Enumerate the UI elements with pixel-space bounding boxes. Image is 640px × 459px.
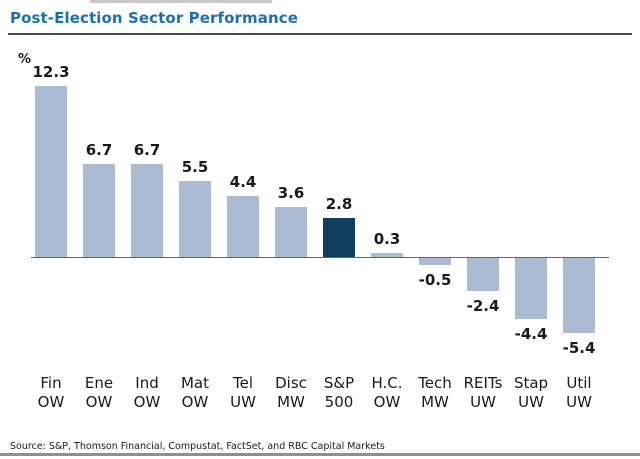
bar-column-util: -5.4: [555, 55, 603, 367]
bar-column-fin: 12.3: [27, 55, 75, 367]
x-axis-label: H.C. OW: [363, 374, 411, 412]
sector-name: Tech: [418, 374, 452, 392]
page-title: Post-Election Sector Performance: [10, 9, 299, 27]
sector-name: Mat: [180, 374, 209, 392]
x-axis-label: Ind OW: [123, 374, 171, 412]
zero-axis-line: [31, 257, 609, 258]
sector-name: Fin: [40, 374, 62, 392]
bar-column-ind: 6.7: [123, 55, 171, 367]
x-axis-label: Stap UW: [507, 374, 555, 412]
x-axis-labels: Fin OW Ene OW Ind OW Mat OW Tel UW Disc MW S&P 500 H.C…: [27, 374, 603, 412]
bar: [35, 86, 67, 257]
sector-weighting: UW: [470, 393, 496, 411]
bar-column-ene: 6.7: [75, 55, 123, 367]
bar-value-label: 6.7: [85, 140, 113, 159]
bar: [419, 258, 451, 265]
bar-column-hc: 0.3: [363, 55, 411, 367]
bar-column-tech: -0.5: [411, 55, 459, 367]
sector-name: Tel: [232, 374, 253, 392]
bar: [515, 258, 547, 320]
sector-name: Disc: [275, 374, 307, 392]
bar-column-tel: 4.4: [219, 55, 267, 367]
sector-weighting: OW: [181, 393, 209, 411]
x-axis-label: Mat OW: [171, 374, 219, 412]
sector-name: Ind: [135, 374, 159, 392]
source-note: Source: S&P, Thomson Financial, Compusta…: [10, 441, 385, 452]
bar-value-label: -2.4: [466, 297, 500, 316]
sector-weighting: UW: [566, 393, 592, 411]
sector-weighting: 500: [324, 393, 354, 411]
highlight-bar: [323, 218, 355, 257]
x-axis-label: Ene OW: [75, 374, 123, 412]
x-axis-label: S&P 500: [315, 374, 363, 412]
bar: [179, 180, 211, 257]
bar-value-label: -5.4: [562, 339, 596, 358]
bar: [83, 163, 115, 257]
bar-column-stap: -4.4: [507, 55, 555, 367]
sector-weighting: OW: [133, 393, 161, 411]
sector-weighting: OW: [85, 393, 113, 411]
x-axis-label: Util UW: [555, 374, 603, 412]
bar: [275, 206, 307, 257]
bar-value-label: 6.7: [133, 140, 161, 159]
bar: [227, 195, 259, 257]
x-axis-label: Tel UW: [219, 374, 267, 412]
top-edge-artifact: [90, 0, 272, 3]
sector-name: Stap: [513, 374, 549, 392]
bar-column-disc: 3.6: [267, 55, 315, 367]
sector-name: Util: [566, 374, 592, 392]
bar: [371, 252, 403, 257]
bar-value-label: 3.6: [277, 183, 305, 202]
sector-weighting: UW: [230, 393, 256, 411]
sector-weighting: OW: [37, 393, 65, 411]
bar: [131, 163, 163, 257]
x-axis-label: REITs UW: [459, 374, 507, 412]
sector-name: H.C.: [371, 374, 403, 392]
bar-column-reits: -2.4: [459, 55, 507, 367]
sector-weighting: MW: [277, 393, 305, 411]
x-axis-label: Fin OW: [27, 374, 75, 412]
sector-name: Ene: [84, 374, 114, 392]
bar-column-sp: 2.8: [315, 55, 363, 367]
bar: [563, 258, 595, 334]
title-divider: [8, 33, 632, 35]
bar-value-label: -4.4: [514, 325, 548, 344]
bar-value-label: 2.8: [325, 195, 353, 214]
sector-weighting: MW: [421, 393, 449, 411]
x-axis-label: Tech MW: [411, 374, 459, 412]
bar-value-label: -0.5: [418, 270, 452, 289]
x-axis-label: Disc MW: [267, 374, 315, 412]
sector-weighting: OW: [373, 393, 401, 411]
bar-value-label: 5.5: [181, 157, 209, 176]
sector-name: S&P: [323, 374, 355, 392]
plot-area: 12.3 6.7 6.7 5.5 4.4 3.6 2.8 0.3 -0.5 -2.4 -4.4 -5.…: [27, 55, 609, 367]
bar-value-label: 0.3: [373, 229, 401, 248]
bar-column-mat: 5.5: [171, 55, 219, 367]
bottom-divider: [0, 453, 640, 456]
bar-value-label: 4.4: [229, 172, 257, 191]
y-axis-unit-label: %: [18, 52, 32, 67]
sector-name: REITs: [463, 374, 503, 392]
bar: [467, 258, 499, 292]
bar-value-label: 12.3: [32, 63, 70, 82]
sector-weighting: UW: [518, 393, 544, 411]
